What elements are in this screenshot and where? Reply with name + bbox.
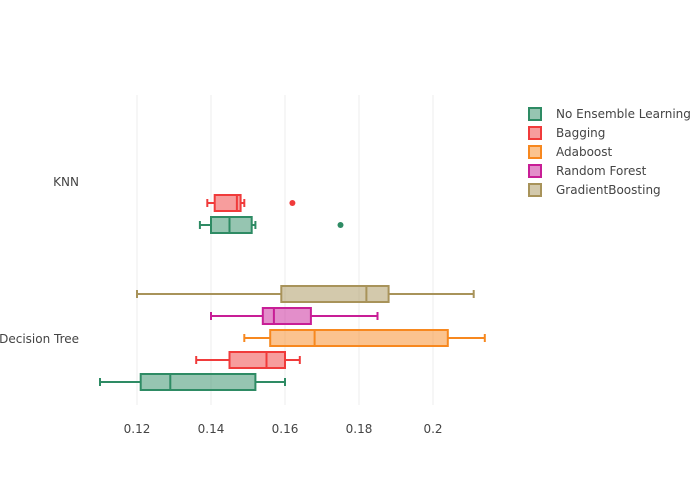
legend-swatch bbox=[528, 126, 542, 140]
outlier-point bbox=[337, 222, 344, 228]
box-series bbox=[99, 194, 486, 391]
legend: No Ensemble Learning Bagging Adaboost Rando… bbox=[528, 107, 691, 197]
box-iqr bbox=[269, 329, 449, 347]
box-adaboost bbox=[243, 329, 486, 347]
box-random-forest bbox=[210, 307, 379, 325]
legend-label: Bagging bbox=[556, 126, 605, 140]
box-no-ensemble-learning bbox=[198, 216, 344, 234]
legend-label: Random Forest bbox=[556, 164, 647, 178]
outlier-point bbox=[289, 200, 296, 206]
x-tick-label: 0.18 bbox=[346, 422, 373, 436]
legend-label: Adaboost bbox=[556, 145, 613, 159]
box-bagging bbox=[195, 351, 301, 369]
legend-swatch bbox=[528, 145, 542, 159]
legend-swatch bbox=[528, 164, 542, 178]
legend-label: No Ensemble Learning bbox=[556, 107, 691, 121]
x-tick-label: 0.16 bbox=[272, 422, 299, 436]
x-tick-label: 0.12 bbox=[124, 422, 151, 436]
y-axis-categories: KNN Decision Tree bbox=[0, 175, 79, 346]
legend-swatch bbox=[528, 107, 542, 121]
box-gradientboosting bbox=[136, 285, 475, 303]
category-label: KNN bbox=[53, 175, 79, 189]
x-gridlines bbox=[136, 95, 434, 405]
x-tick-label: 0.2 bbox=[423, 422, 442, 436]
box-iqr bbox=[280, 285, 390, 303]
box-no-ensemble-learning bbox=[99, 373, 286, 391]
box-bagging bbox=[206, 194, 296, 212]
legend-label: GradientBoosting bbox=[556, 183, 661, 197]
x-axis-ticks: 0.12 0.14 0.16 0.18 0.2 bbox=[124, 422, 443, 436]
legend-swatch bbox=[528, 183, 542, 197]
box-iqr bbox=[210, 216, 253, 234]
box-iqr bbox=[261, 307, 312, 325]
box-iqr bbox=[139, 373, 257, 391]
x-tick-label: 0.14 bbox=[198, 422, 225, 436]
box-iqr bbox=[213, 194, 242, 212]
category-label: Decision Tree bbox=[0, 332, 79, 346]
box-iqr bbox=[228, 351, 286, 369]
